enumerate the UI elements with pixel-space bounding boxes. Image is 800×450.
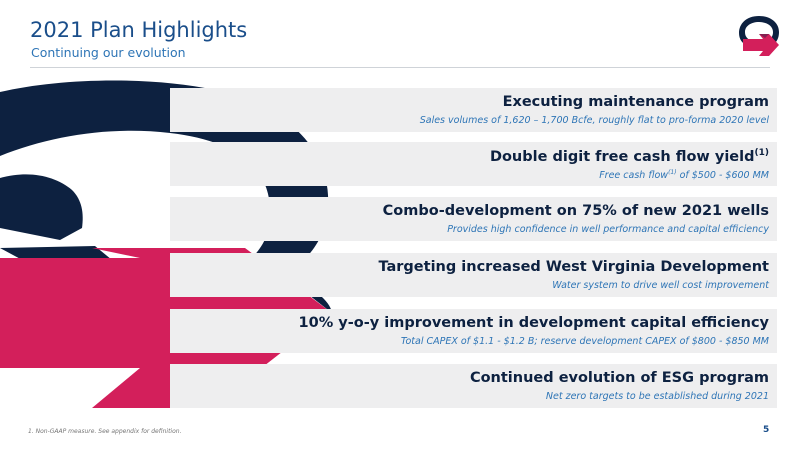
highlight-band: Targeting increased West Virginia Develo… <box>170 253 777 297</box>
highlight-heading: Targeting increased West Virginia Develo… <box>378 259 769 275</box>
footnote: 1. Non-GAAP measure. See appendix for de… <box>28 428 182 435</box>
highlight-detail: Total CAPEX of $1.1 - $1.2 B; reserve de… <box>400 336 769 347</box>
highlight-detail: Free cash flow(1) of $500 - $600 MM <box>599 169 769 182</box>
page-subtitle: Continuing our evolution <box>31 45 186 60</box>
highlight-heading: 10% y-o-y improvement in development cap… <box>298 315 769 331</box>
highlight-detail: Net zero targets to be established durin… <box>545 391 769 402</box>
footnote-marker: (1) <box>754 148 770 158</box>
page-title: 2021 Plan Highlights <box>30 18 248 42</box>
highlight-heading: Combo-development on 75% of new 2021 wel… <box>382 203 769 219</box>
highlight-heading: Continued evolution of ESG program <box>469 370 769 386</box>
highlight-heading: Double digit free cash flow yield(1) <box>489 148 770 165</box>
highlight-band: Double digit free cash flow yield(1) Fre… <box>170 142 777 186</box>
highlight-detail: Provides high confidence in well perform… <box>447 224 769 235</box>
footnote-marker: (1) <box>668 169 677 176</box>
highlight-band: Combo-development on 75% of new 2021 wel… <box>170 197 777 241</box>
highlight-detail: Sales volumes of 1,620 – 1,700 Bcfe, rou… <box>419 115 769 126</box>
highlight-heading: Executing maintenance program <box>502 94 769 110</box>
q-arrow-logo-icon <box>739 16 779 56</box>
highlight-detail: Water system to drive well cost improvem… <box>552 280 769 291</box>
highlight-band: 10% y-o-y improvement in development cap… <box>170 309 777 353</box>
header-divider <box>30 67 770 68</box>
page-number: 5 <box>763 425 770 435</box>
highlight-band: Continued evolution of ESG program Net z… <box>170 364 777 408</box>
highlight-band: Executing maintenance program Sales volu… <box>170 88 777 132</box>
